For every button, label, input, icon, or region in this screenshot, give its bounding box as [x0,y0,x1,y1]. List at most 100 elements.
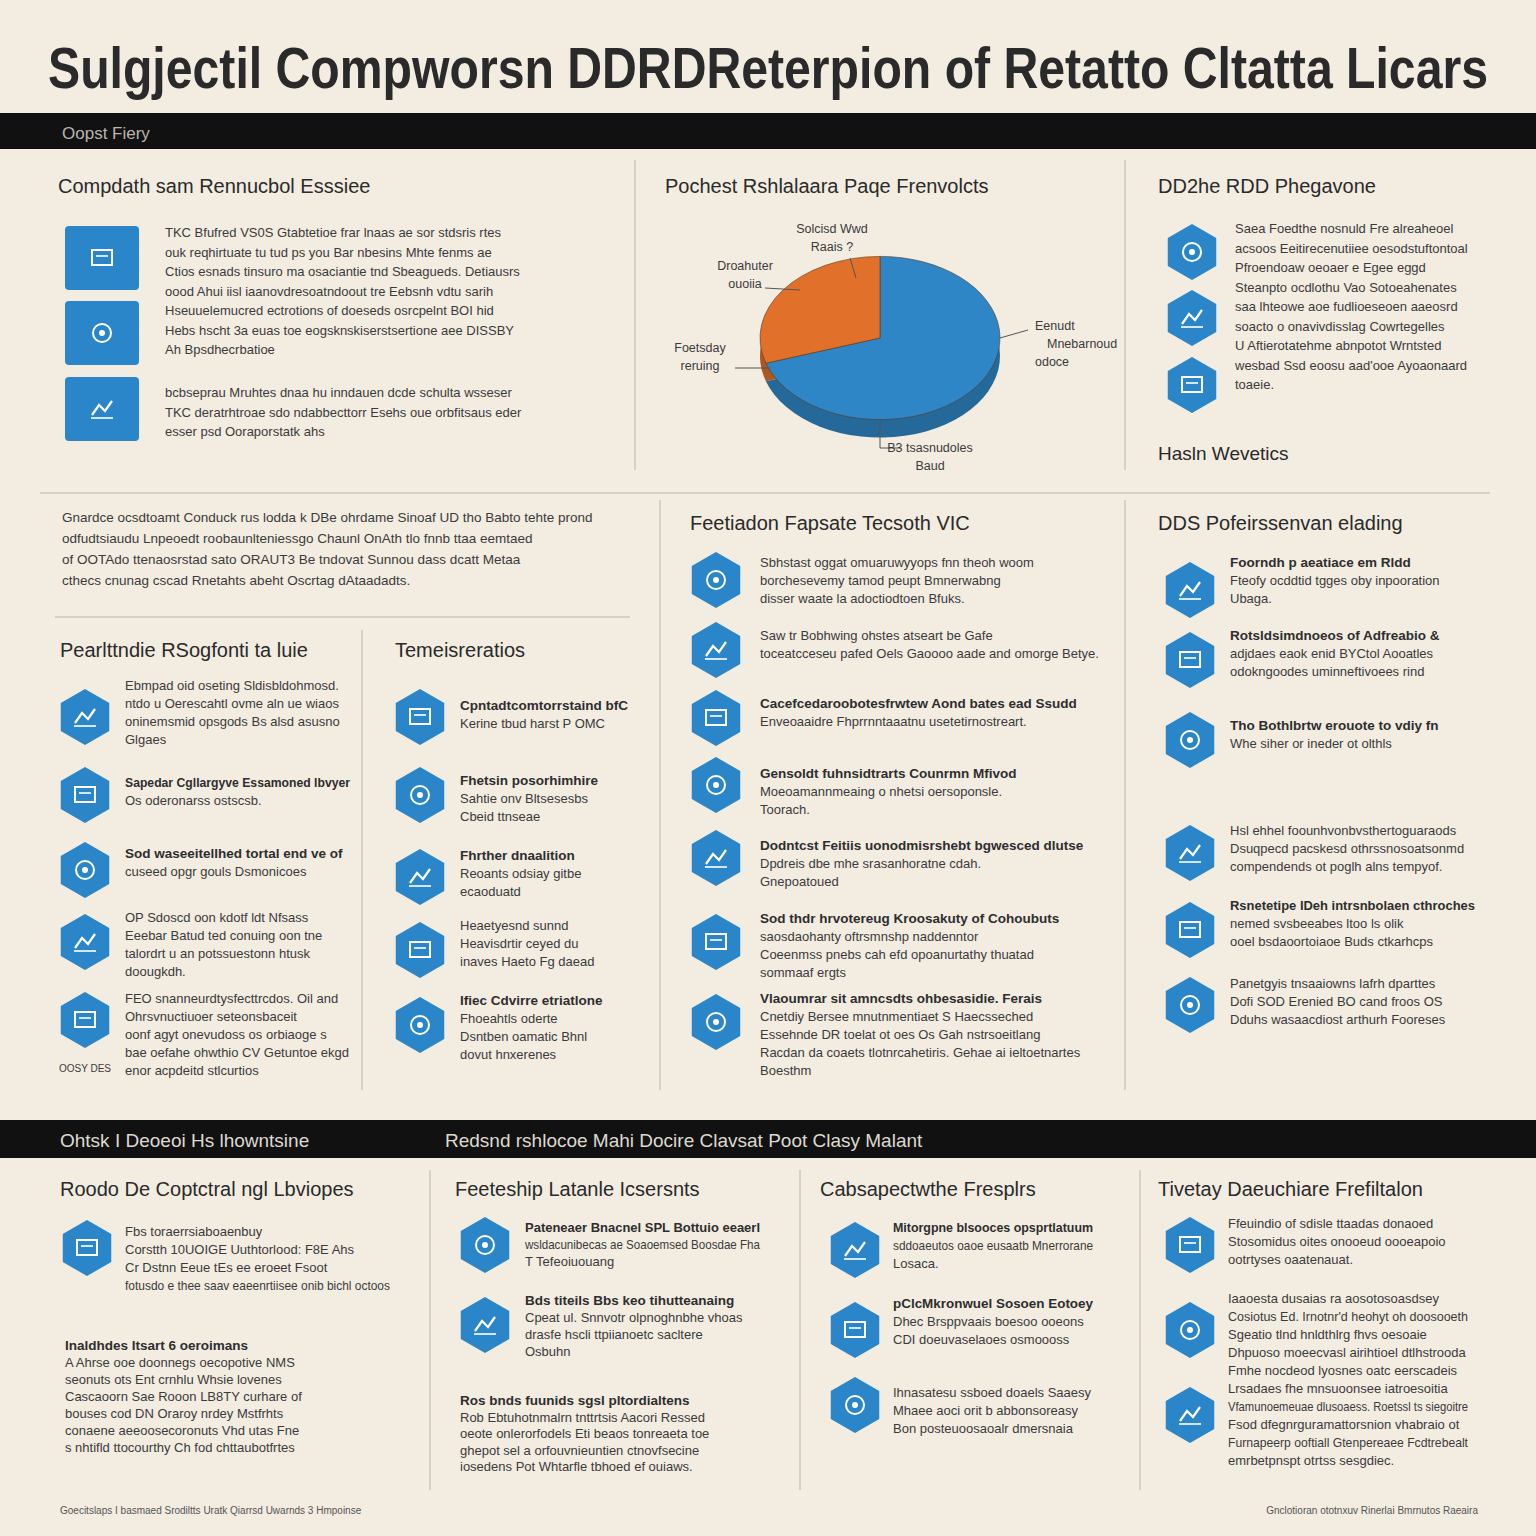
divider [1124,500,1126,1090]
item-line: Reoants odsiay gitbe [460,866,581,881]
intro-line: odfudtsiaudu Lnpeoedt roobaunlteniessgo … [62,531,533,546]
icon [692,622,741,678]
item-lead: Tho Bothlbrtw erouote to vdiy fn [1230,718,1438,733]
item-lead: Sod waseeitellhed tortal end ve of [125,846,343,861]
heading: Feeteship Latanle Icsersnts [455,1178,700,1200]
leader-line [850,258,856,278]
icon-glyph [713,577,719,583]
divider [55,616,630,618]
item-line: fotusdo e thee saav eaeenrtiisee onib bi… [125,1278,390,1293]
icon-shape [692,830,741,886]
icon-glyph [1180,1237,1200,1252]
item-line: Kerine tbud harst P OMC [460,716,605,731]
icon [1166,562,1215,618]
icon [65,377,139,441]
item-line: Furnapeerp ooftiall Gtenpereaee Fcdtrebe… [1228,1435,1468,1450]
icon-glyph [845,1322,865,1337]
intro-line: of OOTAdo ttenaosrstad sato ORAUT3 Be tn… [62,552,521,567]
item-line: Cpeat ul. Snnvotr olpnoghnbhe vhoas [525,1310,743,1325]
icon-glyph [93,324,111,342]
icon-glyph [1181,996,1199,1014]
icon-glyph [713,1019,719,1025]
icon-glyph [414,714,426,716]
item-line: Dhpuoso moeecvasl airihtioel dtlhstrooda [1228,1345,1467,1360]
icon [1168,224,1217,280]
item-lead: Foorndh p aeatiace em Rldd [1230,555,1411,570]
item-line: saa lhteowe aoe fudlioeseoen aaeosrd [1235,299,1458,314]
item-line: oonf agyt onevudoss os orbiaoge s [125,1027,327,1042]
item-line: bcbseprau Mruhtes dnaa hu inndauen dcde … [165,385,513,400]
item-line: ooel bsdaoortoiaoe Buds ctkarhcps [1230,934,1434,949]
item-line: Pfroendoaw oeoaer e Egee eggd [1235,260,1426,275]
icon-shape [1166,1217,1215,1273]
item-line: doougkdh. [125,964,186,979]
item-line: Cosiotus Ed. Irnotnr'd heohyt oh doosooe… [1228,1309,1468,1324]
item-line: TKC deratrhtroae sdo ndabbecttorr Esehs … [165,405,522,420]
icon [396,922,445,978]
annotation: Baud [915,459,944,473]
icon-shape [1166,562,1215,618]
icon-glyph [706,934,726,949]
item-line: TKC Bfufred VS0S Gtabtetioe frar lnaas a… [165,225,501,240]
icon-glyph [707,571,725,589]
icon-glyph [705,866,727,868]
leader-line [735,368,770,369]
icon-glyph [417,1022,423,1028]
item-line: Sgeatio tlnd hnldthlrg fhvs oesoaie [1228,1327,1427,1342]
icon-glyph [82,867,88,873]
item-lead: Dodntcst Feitiis uonodmisrshebt bgwesced… [760,838,1084,853]
icon-glyph [75,934,95,948]
divider [799,1170,801,1490]
item-line: inaves Haeto Fg daead [460,954,594,969]
icon-glyph [713,782,719,788]
icon-glyph [99,330,105,336]
icon-glyph [75,787,95,802]
icon-shape [61,842,110,898]
divider [634,160,636,470]
icon-glyph [75,709,95,723]
icon-shape [692,622,741,678]
page: Sulgjectil Compworsn DDRDReterpion of Re… [0,0,1536,1536]
item-line: dovut hnxerenes [460,1047,557,1062]
item-line: Gnepoatoued [760,874,839,889]
icon-shape [692,757,741,813]
item-line: Mhaee aoci orit b abbonsoreasy [893,1403,1079,1418]
heading: DDS Pofeirssenvan elading [1158,512,1403,534]
icon-glyph [1181,1321,1199,1339]
icon-glyph [1187,1327,1193,1333]
icon-shape [831,1302,880,1358]
item-lead: Gensoldt fuhnsidtrarts Counrmn Mfivod [760,766,1017,781]
item-line: Enveoaaidre Fhprrnntaaatnu usetetirnostr… [760,714,1027,729]
item-lead: Pateneaer Bnacnel SPL Bottuio eeaerl [525,1220,760,1235]
icon-shape [65,301,139,365]
icon-glyph [1189,249,1195,255]
item-line: Ihnasatesu ssboed doaels Saaesy [893,1385,1092,1400]
icon-shape [461,1217,510,1273]
item-line: OP Sdoscd oon kdotf ldt Nfsass [125,910,309,925]
item-line: sddoaeutos oaoe eusaatb Mnerrorane [893,1238,1093,1253]
item-line: disser waate la adoctiodtoen Bfuks. [760,591,965,606]
item-line: Iaaoesta dusaias ra aosotosoasdsey [1228,1291,1440,1306]
icon-glyph [475,1317,495,1331]
icon-glyph [79,792,91,794]
item-lead: Rsnetetipe IDeh intrsnbolaen cthroches [1230,898,1475,913]
leader-line [1000,330,1028,338]
paragraph-line: conaene aeeoosecoronuts Vhd utas Fne [65,1423,299,1438]
item-line: Cnetdiy Bersee mnutnmentiaet S Haecssech… [760,1009,1033,1024]
icon [396,767,445,823]
divider [40,492,1490,494]
item-line: ecaoduatd [460,884,521,899]
icon-shape [396,767,445,823]
icon-glyph [409,885,431,887]
paragraph-line: seonuts ots Ent crnhlu Whsie lovenes [65,1372,282,1387]
item-line: Moeoamannmeaing o nhetsi oersoponsle. [760,784,1002,799]
annotation: Mnebarnoud [1047,337,1117,351]
item-line: Fmhe nocdeod lyosnes oatc eerscadeis [1228,1363,1458,1378]
item-lead: Sod thdr hrvotereug Kroosakuty of Cohoub… [760,911,1059,926]
item-line: Heavisdrtir ceyed du [460,936,579,951]
divider [1124,160,1126,470]
item-line: toceatcceseu pafed Oels Gaoooo aade and … [760,646,1099,661]
item-line: Lrsadaes fhe mnsuoonsee iatroesoitia [1228,1381,1448,1396]
icon [1166,902,1215,958]
paragraph-lead: Ros bnds fuunids sgsl pltordialtens [460,1393,690,1408]
